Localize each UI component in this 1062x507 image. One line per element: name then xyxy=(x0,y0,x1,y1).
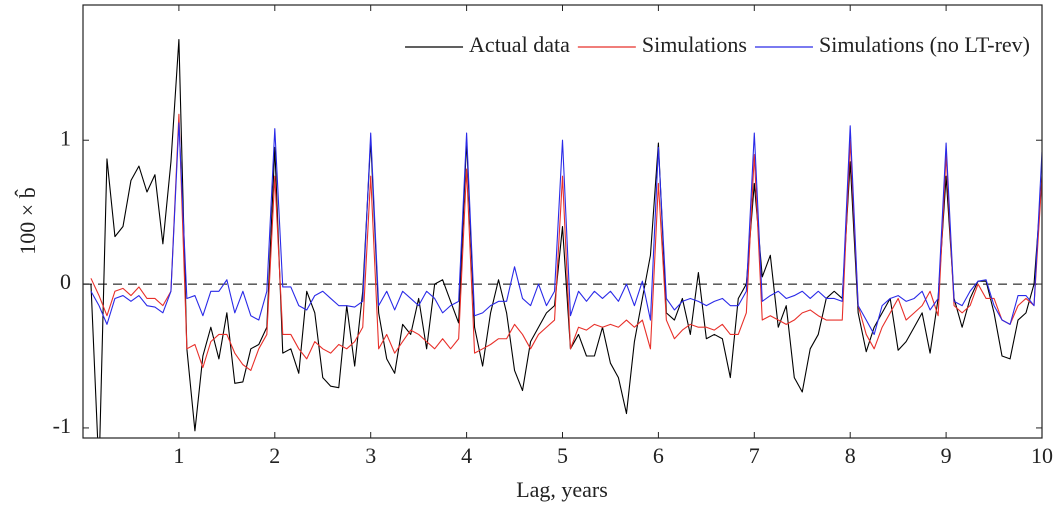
x-tick-label: 7 xyxy=(749,443,760,468)
plot-frame xyxy=(82,4,1043,439)
x-tick-label: 9 xyxy=(941,443,952,468)
x-tick-label: 10 xyxy=(1031,443,1053,468)
x-tick-label: 4 xyxy=(461,443,472,468)
series-line xyxy=(90,122,1042,335)
y-tick-label: 0 xyxy=(60,269,71,294)
plot-area xyxy=(90,38,1042,438)
x-axis-label: Lag, years xyxy=(516,477,608,502)
legend-label: Simulations (no LT-rev) xyxy=(819,32,1030,57)
legend-label: Actual data xyxy=(469,32,570,57)
series-line xyxy=(90,38,1042,438)
legend-label: Simulations xyxy=(642,32,747,57)
x-tick-label: 3 xyxy=(365,443,376,468)
x-tick-label: 8 xyxy=(845,443,856,468)
legend: Actual data Simulations Simulations (no LT… xyxy=(405,32,1030,57)
x-tick-label: 1 xyxy=(173,443,184,468)
x-tick-label: 5 xyxy=(557,443,568,468)
x-tick-label: 6 xyxy=(653,443,664,468)
y-axis-label: 100 × b̂ xyxy=(15,187,40,254)
y-tick-label: -1 xyxy=(53,413,71,438)
y-tick-label: 1 xyxy=(60,125,71,150)
x-tick-label: 2 xyxy=(269,443,280,468)
series-line xyxy=(90,113,1042,371)
